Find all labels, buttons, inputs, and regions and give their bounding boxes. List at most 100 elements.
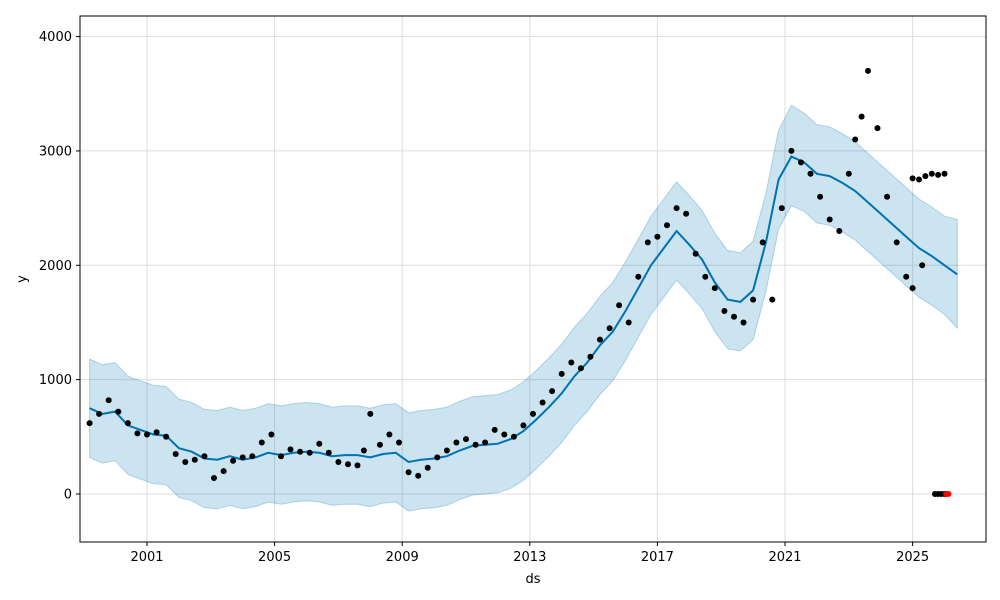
observed-point [750,296,757,303]
observed-point [587,353,594,360]
plot-background [80,16,986,542]
observed-point [852,136,859,143]
observed-point [909,285,916,292]
observed-point [134,430,141,437]
observed-point [144,431,150,438]
observed-point [396,439,402,446]
observed-point [297,448,304,455]
observed-point [711,285,718,292]
observed-point [874,125,881,132]
x-tick-label: 2021 [768,550,801,565]
observed-point [360,447,367,454]
x-axis-ticks: 2001 2005 2009 2013 2017 2021 2025 [130,542,929,565]
observed-point [928,170,935,177]
observed-point [239,454,246,461]
observed-point [105,397,112,404]
observed-point [635,273,642,280]
x-tick-label: 2013 [513,550,546,565]
observed-point [306,449,313,456]
observed-point [278,453,284,460]
observed-point [96,410,103,417]
observed-point [443,447,450,454]
observed-point [916,176,922,183]
observed-point [287,446,294,453]
forecast-line-path [89,155,958,464]
observed-point [740,319,747,326]
observed-point [482,439,489,446]
observed-point [625,319,632,326]
observed-point [335,459,342,465]
observed-point [249,453,256,460]
observed-point [616,302,623,309]
uncertainty-band [89,104,958,512]
observed-point [654,233,661,240]
observed-point [434,454,441,461]
observed-point [230,457,237,464]
x-tick-label: 2005 [258,550,291,565]
observed-point [510,433,517,440]
observed-point [798,159,804,166]
observed-point [316,440,323,447]
observed-point [858,113,865,120]
observed-point [683,210,690,217]
y-axis-label: y [15,275,30,283]
observed-point [826,216,833,223]
observed-point [86,420,93,427]
observed-point [597,336,603,343]
observed-point [463,436,469,443]
observed-point [788,147,795,154]
observed-point [935,171,942,178]
observed-point [903,273,910,280]
observed-point [258,439,265,446]
plot-frame [79,15,987,543]
y-tick-label: 3000 [39,144,72,159]
observed-point [345,461,351,468]
uncertainty-band-area [89,104,958,512]
observed-point [491,426,498,433]
observed-point [568,359,575,366]
observed-point [941,170,948,177]
observed-point [606,325,613,332]
observed-point [664,222,670,229]
observed-point [702,273,709,280]
observed-point [919,262,926,269]
highlight-point [945,491,952,497]
observed-point [453,439,460,446]
observed-point [325,449,332,456]
observed-point [520,422,527,429]
observed-point [386,431,393,438]
observed-point [501,431,508,438]
observed-points [86,67,952,497]
observed-point [191,456,198,463]
x-tick-label: 2001 [130,550,163,565]
forecast-line [89,155,958,464]
observed-point [115,408,122,415]
observed-point [472,441,479,448]
observed-point [807,170,814,177]
x-tick-label: 2025 [896,550,929,565]
observed-point [201,453,208,460]
y-tick-label: 0 [64,487,72,502]
observed-point [124,420,131,427]
observed-point [153,429,160,436]
observed-point [778,205,785,212]
x-tick-label: 2017 [641,550,674,565]
observed-point [836,228,843,234]
observed-point [530,410,536,417]
observed-point [354,462,361,469]
observed-point [376,441,383,448]
y-tick-label: 1000 [39,373,72,388]
observed-point [405,469,412,476]
grid-lines [80,16,986,542]
observed-point [893,239,900,246]
observed-point [415,472,422,479]
x-axis-label: ds [525,572,540,587]
observed-point [884,193,891,200]
y-tick-label: 4000 [39,30,72,45]
observed-point [558,370,565,377]
observed-point [220,468,227,475]
observed-point [268,431,275,438]
observed-point [769,296,776,303]
observed-point [539,399,546,406]
observed-point [424,464,431,471]
